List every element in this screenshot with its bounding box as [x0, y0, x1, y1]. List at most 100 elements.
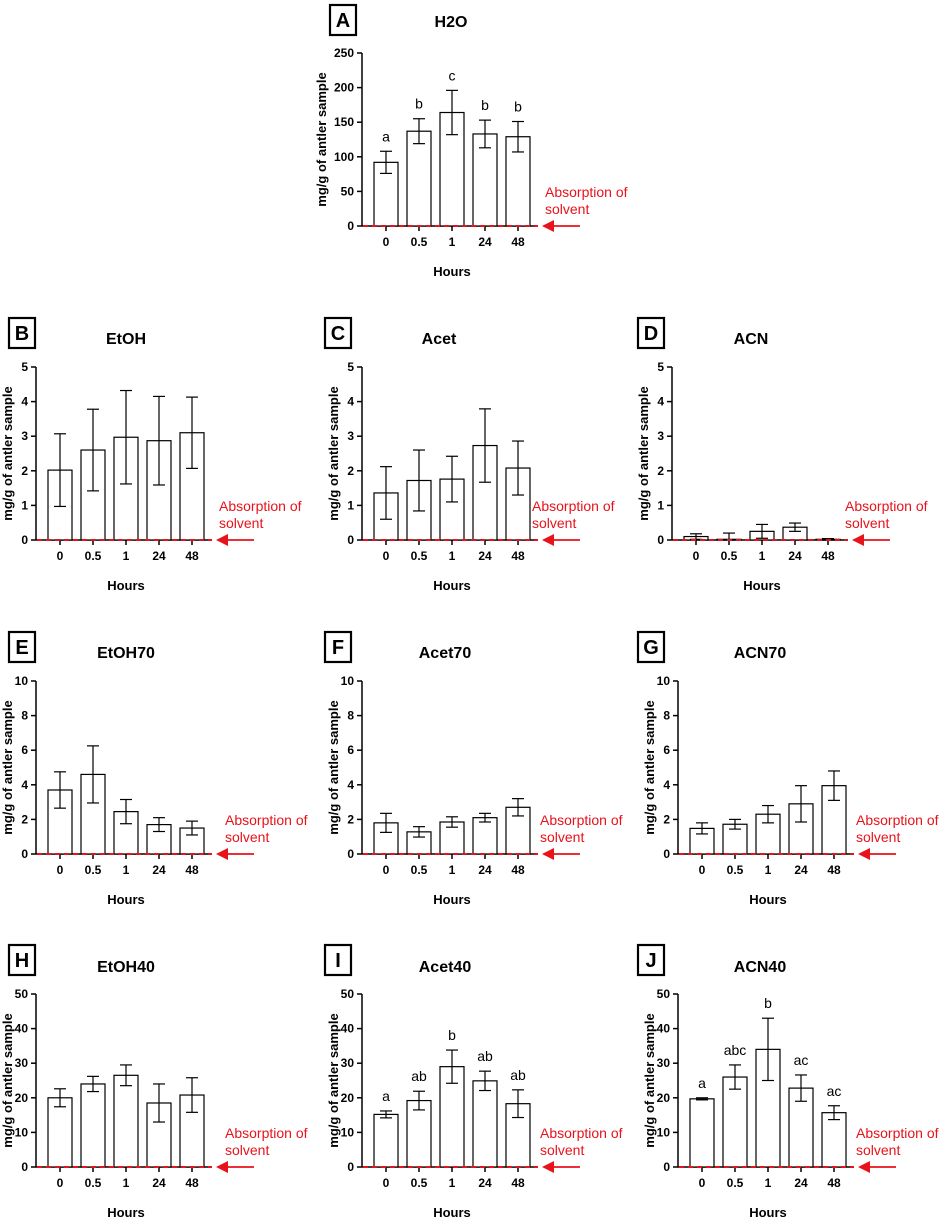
annotation-line1: Absorption of: [540, 1125, 623, 1141]
x-tick-label: 0.5: [411, 863, 428, 877]
panel-b: B EtOH 0 1 2 3 4 5 mg/g of antler sample 0 0.5 1 24 4…: [0, 316, 302, 593]
x-tick-label: 0.5: [411, 549, 428, 563]
significance-label: ab: [477, 1048, 493, 1064]
y-tick-label: 10: [657, 674, 671, 688]
absorption-arrow-head: [542, 534, 554, 546]
y-tick-label: 20: [657, 1091, 671, 1105]
y-tick-label: 8: [663, 709, 670, 723]
panel-letter-box: [7, 943, 37, 977]
x-axis-label: Hours: [433, 1205, 471, 1218]
y-tick-label: 6: [21, 743, 28, 757]
x-axis-label: Hours: [107, 578, 145, 593]
x-tick-label: 0: [699, 1176, 706, 1190]
y-tick-label: 3: [657, 429, 664, 443]
absorption-arrow-head: [542, 1161, 554, 1173]
annotation-line2: solvent: [845, 515, 889, 531]
panel-title: ACN70: [734, 645, 787, 662]
x-tick-label: 48: [185, 863, 199, 877]
absorption-arrow-head: [542, 220, 554, 232]
y-tick-label: 6: [663, 743, 670, 757]
x-tick-label: 0: [383, 1176, 390, 1190]
x-tick-label: 0: [383, 235, 390, 249]
panel-letter-box: [323, 316, 353, 350]
y-tick-label: 6: [347, 743, 354, 757]
annotation-line1: Absorption of: [845, 498, 928, 514]
x-tick-label: 0: [383, 863, 390, 877]
x-tick-label: 48: [827, 863, 841, 877]
bar: [373, 1113, 399, 1168]
y-tick-label: 40: [15, 1022, 29, 1036]
x-axis-label: Hours: [433, 264, 471, 279]
y-tick-label: 20: [341, 1091, 355, 1105]
y-tick-label: 4: [21, 395, 28, 409]
x-tick-label: 0.5: [721, 549, 738, 563]
x-tick-label: 48: [821, 549, 835, 563]
y-tick-label: 10: [341, 1125, 355, 1139]
significance-label: ac: [794, 1052, 809, 1068]
significance-label: a: [382, 1088, 390, 1104]
y-axis-label: mg/g of antler sample: [326, 1013, 341, 1147]
y-tick-label: 1: [657, 498, 664, 512]
annotation-line1: Absorption of: [225, 1125, 308, 1141]
annotation-line2: solvent: [225, 1142, 269, 1158]
panel-letter: C: [331, 323, 345, 345]
y-tick-label: 0: [663, 1160, 670, 1174]
y-tick-label: 200: [334, 81, 354, 95]
x-tick-label: 0: [693, 549, 700, 563]
y-tick-label: 50: [341, 184, 355, 198]
significance-label: b: [448, 1027, 456, 1043]
x-tick-label: 48: [511, 549, 525, 563]
x-tick-label: 0: [57, 1176, 64, 1190]
x-tick-label: 1: [449, 235, 456, 249]
x-tick-label: 1: [123, 1176, 130, 1190]
annotation-line1: Absorption of: [540, 812, 623, 828]
annotation-line2: solvent: [540, 829, 584, 845]
y-tick-label: 10: [341, 674, 355, 688]
y-tick-label: 40: [657, 1022, 671, 1036]
bar: [472, 817, 498, 855]
y-tick-label: 1: [347, 498, 354, 512]
x-tick-label: 48: [185, 1176, 199, 1190]
x-tick-label: 0.5: [411, 235, 428, 249]
y-tick-label: 5: [21, 360, 28, 374]
annotation-line2: solvent: [219, 515, 263, 531]
bar: [722, 1076, 748, 1168]
panel-letter-box: [636, 943, 666, 977]
panel-letter: E: [15, 637, 28, 659]
panel-letter: F: [332, 637, 344, 659]
y-tick-label: 0: [663, 847, 670, 861]
bar: [689, 1098, 715, 1168]
x-tick-label: 48: [185, 549, 199, 563]
significance-label: ac: [827, 1083, 842, 1099]
x-tick-label: 24: [478, 863, 492, 877]
y-tick-label: 20: [15, 1091, 29, 1105]
x-tick-label: 48: [511, 863, 525, 877]
significance-label: b: [764, 995, 772, 1011]
x-tick-label: 0.5: [411, 1176, 428, 1190]
panel-d: D ACN 0 1 2 3 4 5 mg/g of antler sample 0 0.5 1 24 48…: [636, 316, 928, 593]
x-tick-label: 1: [123, 549, 130, 563]
panel-letter-box: [328, 3, 358, 37]
panel-letter-box: [636, 630, 666, 664]
x-tick-label: 24: [152, 1176, 166, 1190]
x-tick-label: 1: [759, 549, 766, 563]
x-axis-label: Hours: [749, 1205, 787, 1218]
y-tick-label: 100: [334, 150, 354, 164]
y-tick-label: 0: [347, 533, 354, 547]
y-axis-label: mg/g of antler sample: [326, 700, 341, 834]
x-tick-label: 24: [478, 235, 492, 249]
y-axis-label: mg/g of antler sample: [314, 72, 329, 206]
panel-letter: J: [645, 950, 656, 972]
bar: [472, 133, 498, 227]
y-tick-label: 2: [663, 812, 670, 826]
panel-title: Acet: [422, 331, 457, 348]
bar: [80, 1083, 106, 1168]
bar: [821, 1112, 847, 1168]
y-tick-label: 5: [657, 360, 664, 374]
x-axis-label: Hours: [433, 892, 471, 907]
y-tick-label: 250: [334, 46, 354, 60]
y-tick-label: 3: [347, 429, 354, 443]
x-tick-label: 0: [57, 863, 64, 877]
y-axis-label: mg/g of antler sample: [326, 386, 341, 520]
